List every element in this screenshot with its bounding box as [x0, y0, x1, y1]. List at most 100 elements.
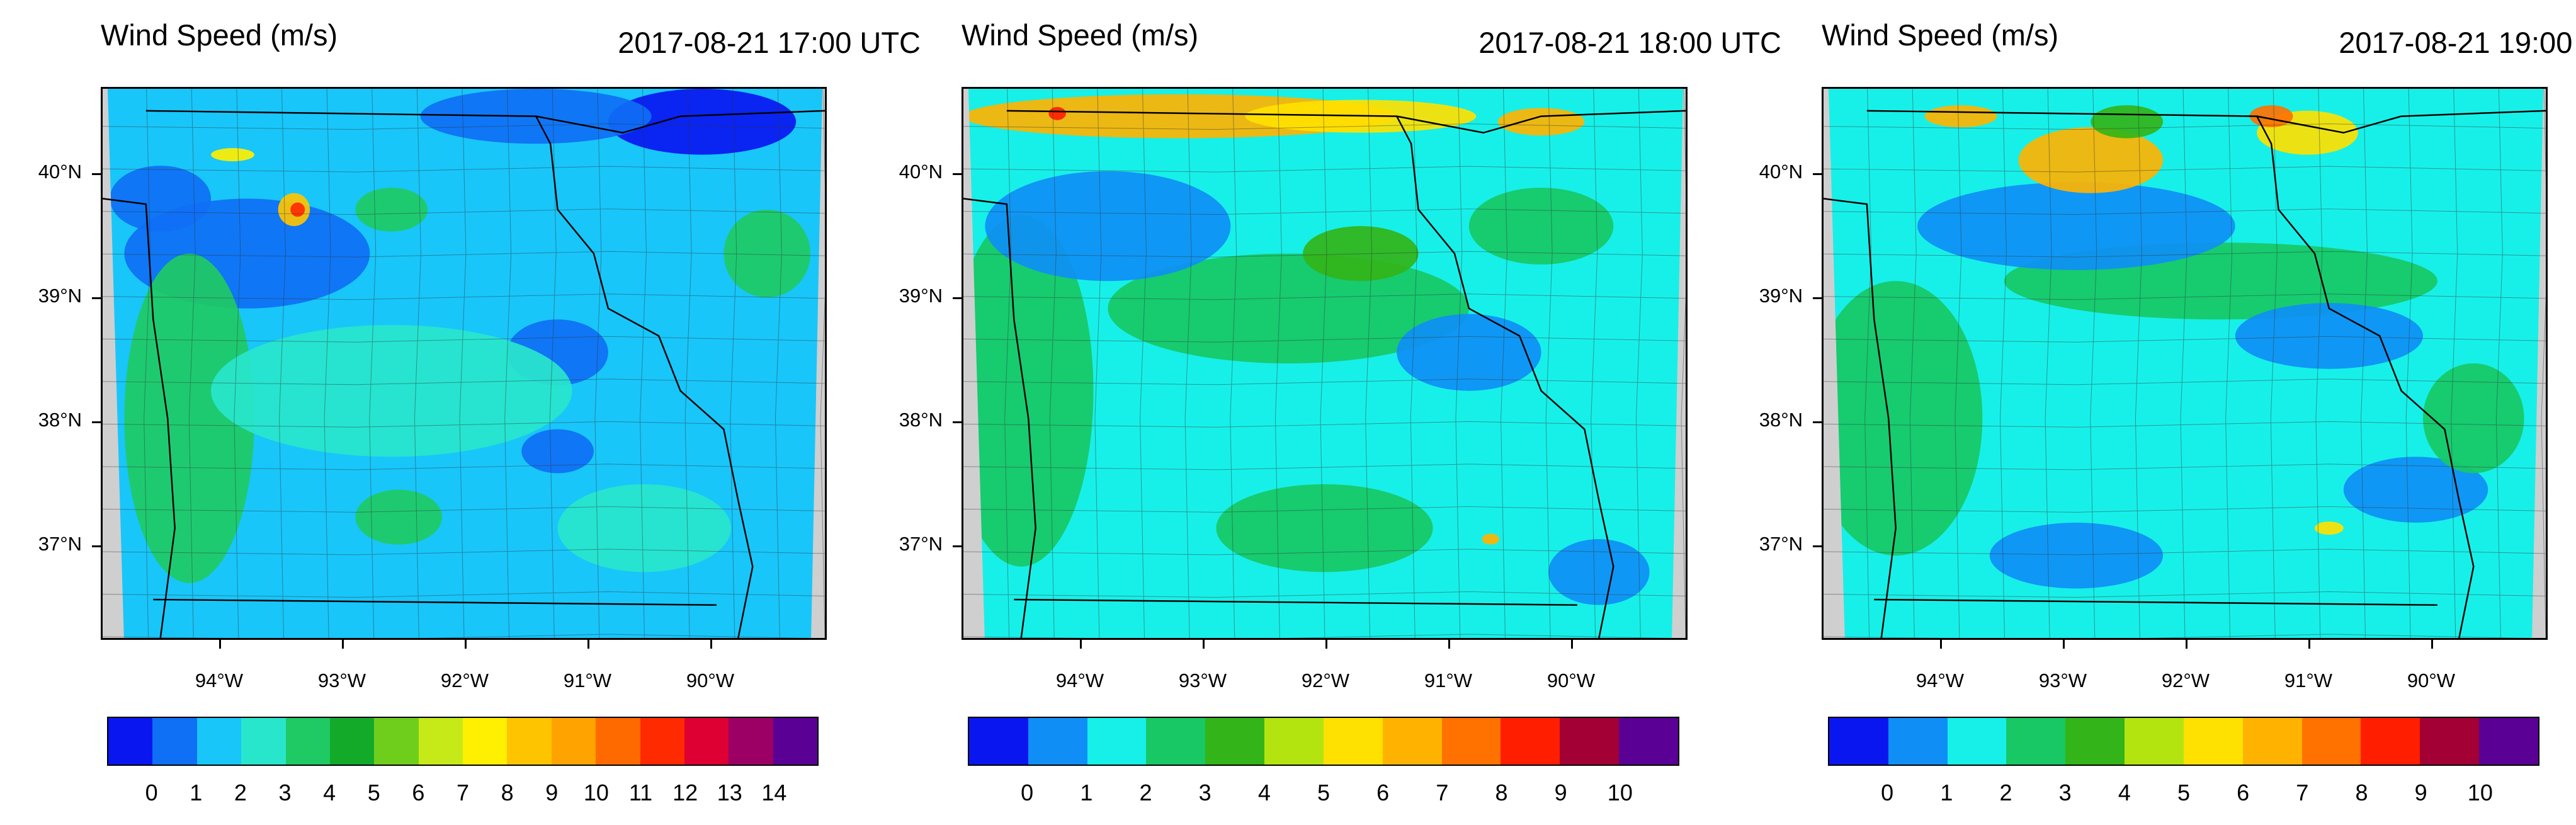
colorbar-swatch — [152, 718, 197, 765]
colorbar-label: 0 — [1881, 780, 1894, 805]
panel-2: Wind Speed (m/s) 2017-08-21 18:00 UTC 40… — [899, 0, 1781, 825]
colorbar-swatch — [241, 718, 286, 765]
wind-speed-region — [968, 215, 1094, 567]
colorbar-swatch — [2183, 718, 2243, 765]
lon-label: 93°W — [2038, 669, 2087, 691]
lon-label: 90°W — [2407, 669, 2456, 691]
lat-tick — [953, 421, 962, 423]
colorbar-label: 6 — [1376, 780, 1390, 805]
lon-tick — [710, 640, 712, 649]
wind-speed-region — [1303, 226, 1419, 282]
colorbar-label: 7 — [456, 780, 470, 805]
colorbar-label: 4 — [1257, 780, 1271, 805]
colorbar-label: 9 — [1554, 780, 1567, 805]
wind-speed-region — [290, 202, 305, 217]
colorbar-label: 10 — [2467, 780, 2493, 805]
colorbar-swatch — [2242, 718, 2302, 765]
county-boundaries — [963, 89, 1686, 638]
colorbar-label: 0 — [1021, 780, 1034, 805]
colorbar-swatch — [1087, 718, 1147, 765]
panel-title: Wind Speed (m/s) — [1822, 18, 2059, 52]
lon-tick — [465, 640, 467, 649]
colorbar-label: 1 — [1940, 780, 1953, 805]
lat-label: 37°N — [38, 533, 82, 555]
lat-label: 39°N — [38, 285, 82, 307]
lat-tick — [92, 545, 101, 547]
colorbar-label: 14 — [761, 780, 787, 805]
lon-label: 91°W — [2284, 669, 2333, 691]
panel-title: Wind Speed (m/s) — [101, 18, 338, 52]
lat-label: 37°N — [899, 533, 943, 555]
wind-speed-region — [985, 171, 1231, 282]
lon-tick — [2186, 640, 2187, 649]
wind-speed-region — [2423, 363, 2524, 474]
colorbar-label: 8 — [1495, 780, 1508, 805]
wind-speed-region — [355, 489, 443, 545]
colorbar-swatch — [1441, 718, 1501, 765]
colorbar-swatch — [374, 718, 419, 765]
lon-label: 91°W — [1424, 669, 1473, 691]
colorbar-label: 10 — [1607, 780, 1633, 805]
lat-tick — [1813, 297, 1822, 299]
colorbar-swatch — [1323, 718, 1383, 765]
colorbar-swatch — [2479, 718, 2538, 765]
wind-speed-region — [1989, 522, 2164, 589]
wind-speed-region — [211, 324, 572, 457]
lon-tick — [2431, 640, 2433, 649]
lon-tick — [1203, 640, 1205, 649]
colorbar-swatch — [684, 718, 729, 765]
colorbar-label: 1 — [190, 780, 203, 805]
lat-label: 39°N — [1759, 285, 1803, 307]
colorbar-swatch — [1146, 718, 1206, 765]
colorbar-label: 10 — [583, 780, 609, 805]
wind-speed-region — [1216, 484, 1433, 572]
colorbar-label: 3 — [2058, 780, 2072, 805]
colorbar-swatch — [1382, 718, 1442, 765]
colorbar-label: 2 — [234, 780, 247, 805]
lon-label: 92°W — [2161, 669, 2210, 691]
colorbar-swatch — [1264, 718, 1324, 765]
colorbar-label: 1 — [1080, 780, 1093, 805]
lat-tick — [92, 421, 101, 423]
lon-label: 93°W — [1178, 669, 1227, 691]
colorbar-label: 6 — [2237, 780, 2250, 805]
wind-speed-region — [723, 209, 811, 298]
colorbar — [107, 717, 819, 766]
colorbar-label: 0 — [145, 780, 158, 805]
lat-tick — [92, 297, 101, 299]
wind-field — [110, 89, 811, 583]
colorbar-label: 7 — [1436, 780, 1449, 805]
colorbar-swatch — [2420, 718, 2480, 765]
lon-tick — [2063, 640, 2065, 649]
state-boundaries — [1824, 110, 2546, 638]
wind-speed-region — [2018, 127, 2164, 193]
colorbar-label: 5 — [2177, 780, 2191, 805]
colorbar — [968, 717, 1679, 766]
wind-speed-region — [557, 484, 731, 572]
lon-tick — [219, 640, 221, 649]
colorbar-label: 12 — [672, 780, 698, 805]
colorbar-swatch — [773, 718, 817, 765]
colorbar-label: 8 — [2355, 780, 2368, 805]
colorbar-label: 13 — [717, 780, 742, 805]
lon-tick — [1448, 640, 1450, 649]
wind-speed-region — [1468, 187, 1614, 265]
colorbar-swatch — [507, 718, 552, 765]
lon-tick — [1325, 640, 1327, 649]
colorbar-swatch — [1028, 718, 1087, 765]
panel-3: Wind Speed (m/s) 2017-08-21 19:00 UTC 40… — [1759, 0, 2576, 825]
colorbar-swatch — [108, 718, 153, 765]
colorbar-swatch — [1560, 718, 1620, 765]
lat-label: 37°N — [1759, 533, 1803, 555]
colorbar-swatch — [551, 718, 596, 765]
colorbar-swatch — [285, 718, 330, 765]
lon-label: 93°W — [317, 669, 366, 691]
lat-label: 39°N — [899, 285, 943, 307]
colorbar-swatch — [1501, 718, 1560, 765]
colorbar-label: 2 — [1999, 780, 2012, 805]
wind-speed-region — [1924, 105, 1997, 128]
colorbar-swatch — [1947, 718, 2007, 765]
colorbar — [1828, 717, 2539, 766]
wind-speed-region — [1828, 281, 1983, 556]
wind-speed-region — [1482, 533, 1500, 545]
